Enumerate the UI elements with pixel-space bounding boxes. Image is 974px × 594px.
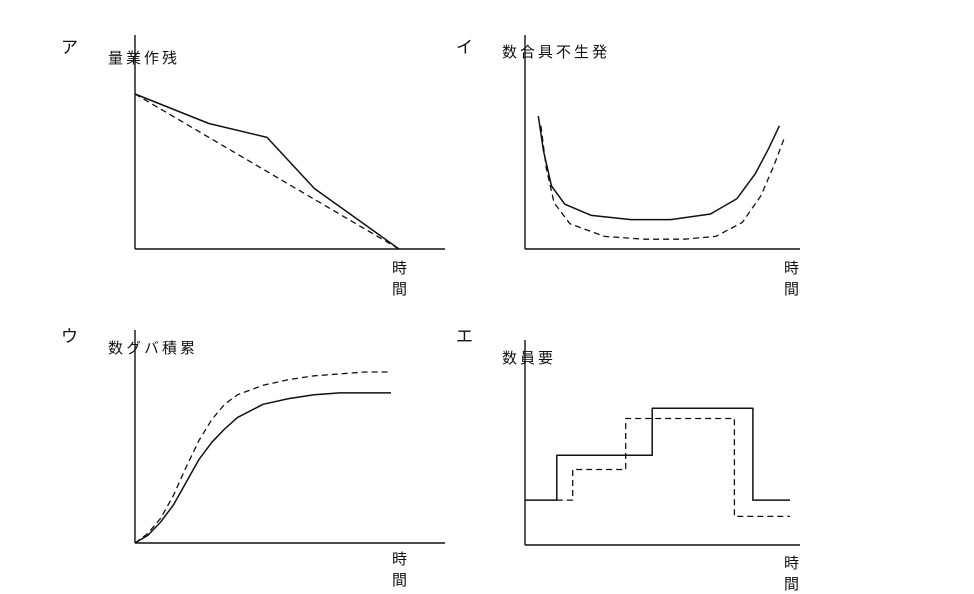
y-axis-label: 発生不具合数 [500, 44, 608, 60]
series-line-dashed [540, 125, 786, 240]
chart-1-group [134, 35, 445, 250]
series-line-dashed [134, 93, 400, 250]
y-axis-label: 要員数 [500, 350, 554, 366]
series-line-dashed [134, 371, 391, 544]
series-line-dashed [556, 417, 790, 518]
series-line-solid [134, 392, 391, 544]
series-line-solid [134, 93, 400, 250]
chart-2-group [524, 35, 800, 250]
y-axis-label: 累積バグ数 [106, 340, 196, 356]
charts-canvas [134, 35, 800, 546]
panel-letter: エ [456, 327, 473, 347]
y-axis-label: 残作業量 [106, 50, 178, 66]
panel-letter: ア [61, 38, 78, 58]
x-axis-label: 時間 [392, 259, 408, 298]
chart-3-group [134, 330, 445, 544]
panel-letter: ウ [61, 327, 78, 347]
series-line-solid [537, 115, 781, 221]
panel-letter: イ [456, 38, 473, 58]
x-axis-label: 時間 [784, 259, 800, 298]
series-line-solid [525, 407, 790, 501]
chart-4-group [524, 340, 800, 546]
